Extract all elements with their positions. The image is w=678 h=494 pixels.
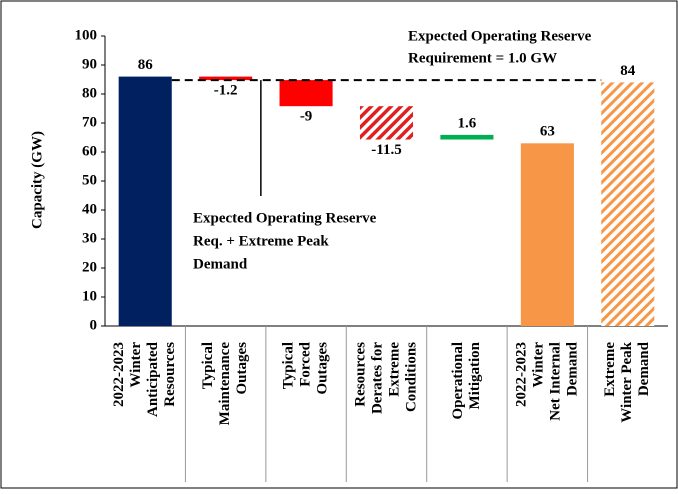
x-tick-label: Forced xyxy=(298,341,314,386)
x-tick-label: Winter xyxy=(530,342,546,388)
y-axis-label: Capacity (GW) xyxy=(29,131,45,229)
x-tick-label: Outages xyxy=(234,342,250,395)
value-label: -11.5 xyxy=(371,142,401,158)
x-tick-label: Derates for xyxy=(369,342,385,414)
y-tick-label: 10 xyxy=(82,288,97,304)
value-label: 63 xyxy=(540,124,555,140)
y-tick-label: 60 xyxy=(82,143,97,159)
x-tick-label: Mitigation xyxy=(467,341,483,409)
y-tick-label: 30 xyxy=(82,230,97,246)
x-tick-label: 2022-2023 xyxy=(111,342,127,407)
x-tick-label: Resources xyxy=(352,342,368,407)
x-tick-label: Typical xyxy=(281,342,297,389)
y-tick-label: 40 xyxy=(82,201,97,217)
y-tick-label: 80 xyxy=(82,85,97,101)
value-label: 84 xyxy=(620,63,636,79)
y-tick-label: 100 xyxy=(75,27,98,43)
x-tick-label: Extreme xyxy=(386,342,402,397)
bar xyxy=(359,106,414,140)
y-tick-label: 20 xyxy=(82,259,97,275)
bar xyxy=(520,143,574,326)
bar xyxy=(279,80,333,107)
annotation: Req. + Extreme Peak xyxy=(193,233,329,249)
x-tick-label: Outages xyxy=(315,342,331,395)
value-label: 1.6 xyxy=(458,115,477,131)
x-tick-label: Extreme xyxy=(602,342,618,397)
x-tick-label: Demand xyxy=(636,341,652,396)
x-tick-label: Maintenance xyxy=(217,342,233,426)
x-tick-label: Net Internal xyxy=(547,342,563,421)
annotation: Demand xyxy=(193,256,248,272)
bar xyxy=(199,76,253,81)
x-tick-label: Anticipated xyxy=(145,341,161,417)
x-tick-label: Conditions xyxy=(403,342,419,412)
x-tick-label: Typical xyxy=(200,342,216,389)
x-tick-label: Winter Peak xyxy=(619,341,635,422)
y-tick-label: 0 xyxy=(90,317,98,333)
y-tick-label: 90 xyxy=(82,56,97,72)
bar xyxy=(601,82,655,327)
y-tick-label: 70 xyxy=(82,114,97,130)
x-tick-label: Resources xyxy=(162,342,178,407)
annotation: Expected Operating Reserve xyxy=(408,28,592,44)
value-label: -9 xyxy=(300,109,313,125)
x-tick-label: Operational xyxy=(450,342,466,420)
value-label: -1.2 xyxy=(214,83,238,99)
bar xyxy=(440,134,494,140)
x-tick-label: 2022-2023 xyxy=(513,342,529,407)
annotation: Expected Operating Reserve xyxy=(193,210,377,226)
annotation: Requirement = 1.0 GW xyxy=(408,50,557,66)
value-label: 86 xyxy=(138,57,154,73)
x-tick-label: Winter xyxy=(128,342,144,388)
bar xyxy=(118,76,172,326)
y-tick-label: 50 xyxy=(82,172,97,188)
x-tick-label: Demand xyxy=(564,341,580,396)
